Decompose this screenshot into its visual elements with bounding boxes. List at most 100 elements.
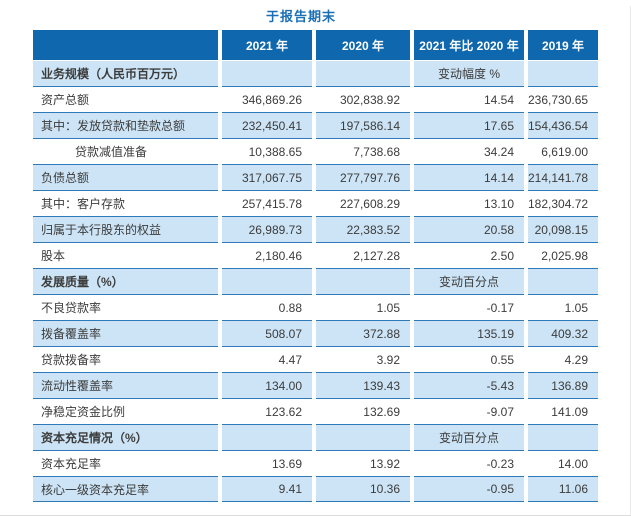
value-cell: 139.43	[316, 372, 410, 398]
value-cell	[528, 424, 598, 450]
row-label-cell: 资本充足率	[33, 450, 218, 476]
table-row: 负债总额 317,067.75 277,797.76 14.14 214,141.78	[33, 164, 598, 190]
value-cell: 4.47	[222, 346, 312, 372]
value-cell: 14.54	[414, 86, 524, 112]
value-cell: 26,989.73	[222, 216, 312, 242]
value-cell: 9.41	[222, 476, 312, 502]
value-cell: 10.36	[316, 476, 410, 502]
value-cell: 2,025.98	[528, 242, 598, 268]
value-cell: 34.24	[414, 138, 524, 164]
table-row: 净稳定资金比例 123.62 132.69 -9.07 141.09	[33, 398, 598, 424]
value-cell: 1.05	[528, 294, 598, 320]
value-cell	[222, 60, 312, 86]
row-label-cell: 资产总额	[33, 86, 218, 112]
table-row: 核心一级资本充足率 9.41 10.36 -0.95 11.06	[33, 476, 598, 502]
row-label-cell: 贷款拨备率	[33, 346, 218, 372]
value-cell: 0.55	[414, 346, 524, 372]
value-cell: 317,067.75	[222, 164, 312, 190]
value-cell	[316, 268, 410, 294]
section-row: 资本充足情况（%） 变动百分点	[33, 424, 598, 450]
table-body: 业务规模（人民币百万元） 变动幅度 % 资产总额 346,869.26 302,838.…	[33, 60, 598, 502]
value-cell: 2,127.28	[316, 242, 410, 268]
row-label-cell: 发展质量（%）	[33, 268, 218, 294]
value-cell: -0.17	[414, 294, 524, 320]
row-label-cell: 股本	[33, 242, 218, 268]
table-row: 贷款拨备率 4.47 3.92 0.55 4.29	[33, 346, 598, 372]
value-cell: -0.95	[414, 476, 524, 502]
value-cell: 214,141.78	[528, 164, 598, 190]
value-cell: 141.09	[528, 398, 598, 424]
header-cell-empty	[33, 30, 218, 60]
value-cell: 11.06	[528, 476, 598, 502]
value-cell: 123.62	[222, 398, 312, 424]
value-cell: 2.50	[414, 242, 524, 268]
value-cell: 227,608.29	[316, 190, 410, 216]
value-cell: 346,869.26	[222, 86, 312, 112]
row-label-cell: 贷款减值准备	[33, 138, 218, 164]
value-cell: 22,383.52	[316, 216, 410, 242]
row-label-cell: 资本充足情况（%）	[33, 424, 218, 450]
header-cell-year: 2021 年	[222, 30, 312, 60]
value-cell: -9.07	[414, 398, 524, 424]
value-cell: 0.88	[222, 294, 312, 320]
row-label-cell: 不良贷款率	[33, 294, 218, 320]
value-cell: 13.69	[222, 450, 312, 476]
row-label-cell: 净稳定资金比例	[33, 398, 218, 424]
table-header: 2021 年 2020 年 2021 年比 2020 年 2019 年	[33, 30, 598, 60]
table-row: 不良贷款率 0.88 1.05 -0.17 1.05	[33, 294, 598, 320]
value-cell: 182,304.72	[528, 190, 598, 216]
value-cell	[222, 424, 312, 450]
value-cell: 277,797.76	[316, 164, 410, 190]
value-cell: -0.23	[414, 450, 524, 476]
table-row: 资产总额 346,869.26 302,838.92 14.54 236,730.65	[33, 86, 598, 112]
report-page: { "page": { "title": "于报告期末" }, "colors"…	[0, 6, 631, 516]
table-row: 归属于本行股东的权益 26,989.73 22,383.52 20.58 20,098.…	[33, 216, 598, 242]
value-cell: 变动百分点	[414, 268, 524, 294]
page-title: 于报告期末	[265, 9, 336, 24]
value-cell	[316, 60, 410, 86]
value-cell: 257,415.78	[222, 190, 312, 216]
value-cell: 197,586.14	[316, 112, 410, 138]
value-cell	[316, 424, 410, 450]
header-cell-year: 2021 年比 2020 年	[414, 30, 524, 60]
value-cell: 508.07	[222, 320, 312, 346]
table-row: 其中：发放贷款和垫款总额 232,450.41 197,586.14 17.65 154…	[33, 112, 598, 138]
value-cell: 1.05	[316, 294, 410, 320]
value-cell: 134.00	[222, 372, 312, 398]
table-row: 拨备覆盖率 508.07 372.88 135.19 409.32	[33, 320, 598, 346]
header-row: 2021 年 2020 年 2021 年比 2020 年 2019 年	[33, 30, 598, 60]
value-cell: 7,738.68	[316, 138, 410, 164]
row-label-cell: 其中：发放贷款和垫款总额	[33, 112, 218, 138]
value-cell: 13.92	[316, 450, 410, 476]
table-row: 资本充足率 13.69 13.92 -0.23 14.00	[33, 450, 598, 476]
value-cell: 136.89	[528, 372, 598, 398]
value-cell: 302,838.92	[316, 86, 410, 112]
value-cell: 14.14	[414, 164, 524, 190]
table-row: 流动性覆盖率 134.00 139.43 -5.43 136.89	[33, 372, 598, 398]
value-cell: 4.29	[528, 346, 598, 372]
row-label-cell: 其中：客户存款	[33, 190, 218, 216]
row-label-cell: 负债总额	[33, 164, 218, 190]
value-cell	[528, 60, 598, 86]
header-cell-year: 2019 年	[528, 30, 598, 60]
row-label-cell: 核心一级资本充足率	[33, 476, 218, 502]
value-cell: 17.65	[414, 112, 524, 138]
value-cell: 20,098.15	[528, 216, 598, 242]
value-cell: 14.00	[528, 450, 598, 476]
value-cell: 232,450.41	[222, 112, 312, 138]
value-cell: 236,730.65	[528, 86, 598, 112]
value-cell: -5.43	[414, 372, 524, 398]
value-cell: 10,388.65	[222, 138, 312, 164]
value-cell: 6,619.00	[528, 138, 598, 164]
row-label-cell: 归属于本行股东的权益	[33, 216, 218, 242]
value-cell: 135.19	[414, 320, 524, 346]
financial-report-table: 2021 年 2020 年 2021 年比 2020 年 2019 年 业务规模（人民…	[29, 30, 602, 502]
value-cell: 3.92	[316, 346, 410, 372]
table-row: 股本 2,180.46 2,127.28 2.50 2,025.98	[33, 242, 598, 268]
section-row: 发展质量（%） 变动百分点	[33, 268, 598, 294]
value-cell: 变动幅度 %	[414, 60, 524, 86]
table-row: 其中：客户存款 257,415.78 227,608.29 13.10 182,304.…	[33, 190, 598, 216]
row-label-cell: 业务规模（人民币百万元）	[33, 60, 218, 86]
value-cell: 154,436.54	[528, 112, 598, 138]
value-cell: 2,180.46	[222, 242, 312, 268]
